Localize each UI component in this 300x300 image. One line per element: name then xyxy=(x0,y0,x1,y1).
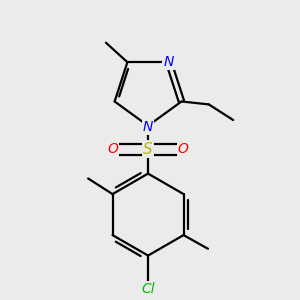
Text: N: N xyxy=(164,55,174,69)
Text: Cl: Cl xyxy=(141,282,155,296)
Text: O: O xyxy=(178,142,189,156)
Text: N: N xyxy=(143,120,153,134)
Text: S: S xyxy=(143,142,153,157)
Text: O: O xyxy=(107,142,118,156)
